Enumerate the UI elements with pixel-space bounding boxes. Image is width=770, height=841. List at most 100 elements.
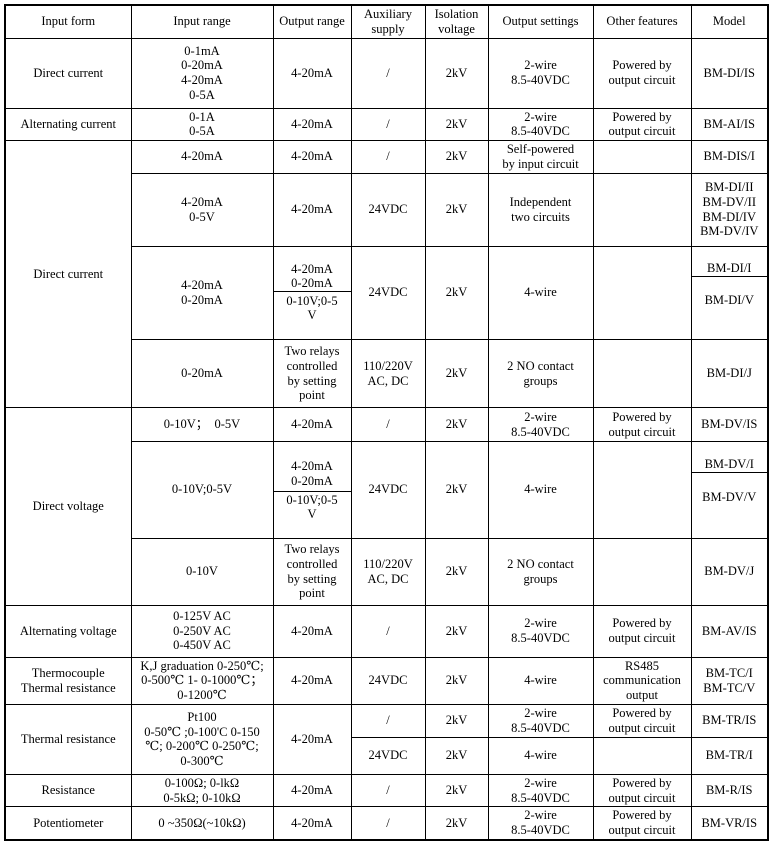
cell-aux-supply: 110/220V AC, DC (350, 339, 426, 408)
cell-model: BM-TR/IS (690, 703, 769, 738)
cell-aux-supply: 24VDC (350, 245, 426, 340)
header-input-range: Input range (130, 4, 274, 39)
cell-input-range: 0-10V； 0-5V (130, 407, 274, 442)
cell-model: BM-DV/J (690, 537, 769, 606)
cell-isolation: 2kV (424, 656, 489, 705)
cell-other-features (592, 339, 692, 408)
cell-input-range: 4-20mA (130, 140, 274, 174)
cell-output-range: 4-20mA (272, 407, 352, 442)
cell-output-settings: 4-wire (487, 656, 594, 705)
cell-output-settings: Independent two circuits (487, 172, 594, 247)
cell-model: BM-VR/IS (690, 806, 769, 841)
row-alternating-voltage: Alternating voltage 0-125V AC 0-250V AC … (4, 604, 769, 658)
cell-output-range-split: 4-20mA 0-20mA 0-10V;0-5 V (272, 441, 352, 539)
cell-isolation: 2kV (424, 339, 489, 408)
row-resistance: Resistance 0-100Ω; 0-lkΩ 0-5kΩ; 0-10kΩ 4… (4, 773, 769, 808)
cell-other-features: Powered by output circuit (592, 37, 692, 109)
cell-input-range: 0-125V AC 0-250V AC 0-450V AC (130, 604, 274, 658)
cell-input-form: Potentiometer (4, 806, 132, 841)
cell-other-features: Powered by output circuit (592, 703, 692, 738)
row-thermal-resistance-is: Thermal resistance Pt100 0-50℃ ;0-100'C … (4, 703, 769, 775)
cell-input-form: Direct current (4, 37, 132, 109)
header-auxiliary-supply: Auxiliary supply (350, 4, 426, 39)
cell-input-form: Alternating current (4, 107, 132, 141)
cell-aux-supply: 24VDC (350, 736, 426, 775)
cell-isolation: 2kV (424, 773, 489, 808)
cell-output-settings: 2-wire 8.5-40VDC (487, 37, 594, 109)
cell-output-settings: 2-wire 8.5-40VDC (487, 703, 594, 738)
cell-isolation: 2kV (424, 140, 489, 174)
cell-model: BM-DI/II BM-DV/II BM-DI/IV BM-DV/IV (690, 172, 769, 247)
cell-input-range: 0-20mA (130, 339, 274, 408)
cell-aux-supply: / (350, 37, 426, 109)
cell-aux-supply: 24VDC (350, 441, 426, 539)
cell-isolation: 2kV (424, 37, 489, 109)
cell-isolation: 2kV (424, 245, 489, 340)
cell-output-range-bottom: 0-10V;0-5 V (286, 492, 338, 522)
cell-other-features (592, 736, 692, 775)
cell-output-settings: 4-wire (487, 441, 594, 539)
cell-model: BM-DI/IS (690, 37, 769, 109)
cell-output-range: 4-20mA (272, 172, 352, 247)
cell-output-range-bottom: 0-10V;0-5 V (286, 293, 338, 323)
cell-input-range: 0-1A 0-5A (130, 107, 274, 141)
header-input-form: Input form (4, 4, 132, 39)
cell-output-range: Two relays controlled by setting point (272, 339, 352, 408)
cell-input-form-thermal-resistance-group: Thermal resistance (4, 703, 132, 775)
cell-model: BM-TC/I BM-TC/V (690, 656, 769, 705)
cell-other-features (592, 537, 692, 606)
cell-model: BM-DIS/I (690, 140, 769, 174)
row-independent-two-circuits: 4-20mA 0-5V 4-20mA 24VDC 2kV Independent… (5, 172, 769, 247)
cell-aux-supply: 110/220V AC, DC (350, 537, 426, 606)
cell-other-features: Powered by output circuit (592, 806, 692, 841)
header-row: Input form Input range Output range Auxi… (4, 4, 769, 39)
cell-other-features (592, 140, 692, 174)
cell-aux-supply: / (350, 140, 426, 174)
cell-output-range: 4-20mA (272, 604, 352, 658)
cell-output-range-top: 4-20mA 0-20mA (274, 457, 350, 492)
cell-other-features (592, 441, 692, 539)
cell-output-settings: 2-wire 8.5-40VDC (487, 773, 594, 808)
cell-other-features: Powered by output circuit (592, 773, 692, 808)
cell-input-range: 0-100Ω; 0-lkΩ 0-5kΩ; 0-10kΩ (130, 773, 274, 808)
cell-isolation: 2kV (424, 107, 489, 141)
row-dv-4wire: 0-10V;0-5V 4-20mA 0-20mA 0-10V;0-5 V 24V… (5, 441, 769, 539)
row-thermocouple: Thermocouple Thermal resistance K,J grad… (4, 656, 769, 705)
cell-output-range-top: 4-20mA 0-20mA (274, 261, 350, 293)
cell-input-range: K,J graduation 0-250℃; 0-500℃ 1- 0-1000℃… (130, 656, 274, 705)
cell-input-range: 4-20mA 0-20mA (130, 245, 274, 340)
cell-aux-supply: / (350, 703, 426, 738)
cell-isolation: 2kV (424, 537, 489, 606)
cell-output-settings: 2-wire 8.5-40VDC (487, 806, 594, 841)
cell-model: BM-R/IS (690, 773, 769, 808)
cell-model-bottom: BM-DI/V (704, 293, 754, 308)
cell-input-range: 0 ~350Ω(~10kΩ) (130, 806, 274, 841)
cell-aux-supply: / (350, 407, 426, 442)
cell-output-settings: 2-wire 8.5-40VDC (487, 407, 594, 442)
cell-input-range: Pt100 0-50℃ ;0-100'C 0-150 ℃; 0-200℃ 0-2… (130, 703, 274, 775)
cell-output-settings: 2 NO contact groups (487, 339, 594, 408)
cell-isolation: 2kV (424, 703, 489, 738)
cell-output-settings: Self-powered by input circuit (487, 140, 594, 174)
cell-model-split: BM-DI/I BM-DI/V (690, 245, 769, 340)
row-potentiometer: Potentiometer 0 ~350Ω(~10kΩ) 4-20mA / 2k… (4, 806, 769, 841)
cell-output-settings: 2-wire 8.5-40VDC (487, 604, 594, 658)
cell-model-bottom: BM-DV/V (702, 490, 757, 505)
cell-isolation: 2kV (424, 806, 489, 841)
cell-output-range: Two relays controlled by setting point (272, 537, 352, 606)
cell-input-range: 4-20mA 0-5V (130, 172, 274, 247)
cell-input-range: 0-10V;0-5V (130, 441, 274, 539)
cell-input-form-direct-voltage-group: Direct voltage (4, 407, 132, 606)
cell-aux-supply: / (350, 604, 426, 658)
cell-model-split: BM-DV/I BM-DV/V (690, 441, 769, 539)
cell-aux-supply: 24VDC (350, 172, 426, 247)
cell-aux-supply: / (350, 806, 426, 841)
row-dv-is: Direct voltage 0-10V； 0-5V 4-20mA / 2kV … (4, 407, 769, 606)
cell-output-range-split: 4-20mA 0-20mA 0-10V;0-5 V (272, 245, 352, 340)
cell-output-settings: 2-wire 8.5-40VDC (487, 107, 594, 141)
header-output-settings: Output settings (487, 4, 594, 39)
cell-model: BM-AI/IS (690, 107, 769, 141)
cell-input-form: Alternating voltage (4, 604, 132, 658)
cell-other-features: Powered by output circuit (592, 107, 692, 141)
row-dv-relay: 0-10V Two relays controlled by setting p… (5, 537, 769, 606)
